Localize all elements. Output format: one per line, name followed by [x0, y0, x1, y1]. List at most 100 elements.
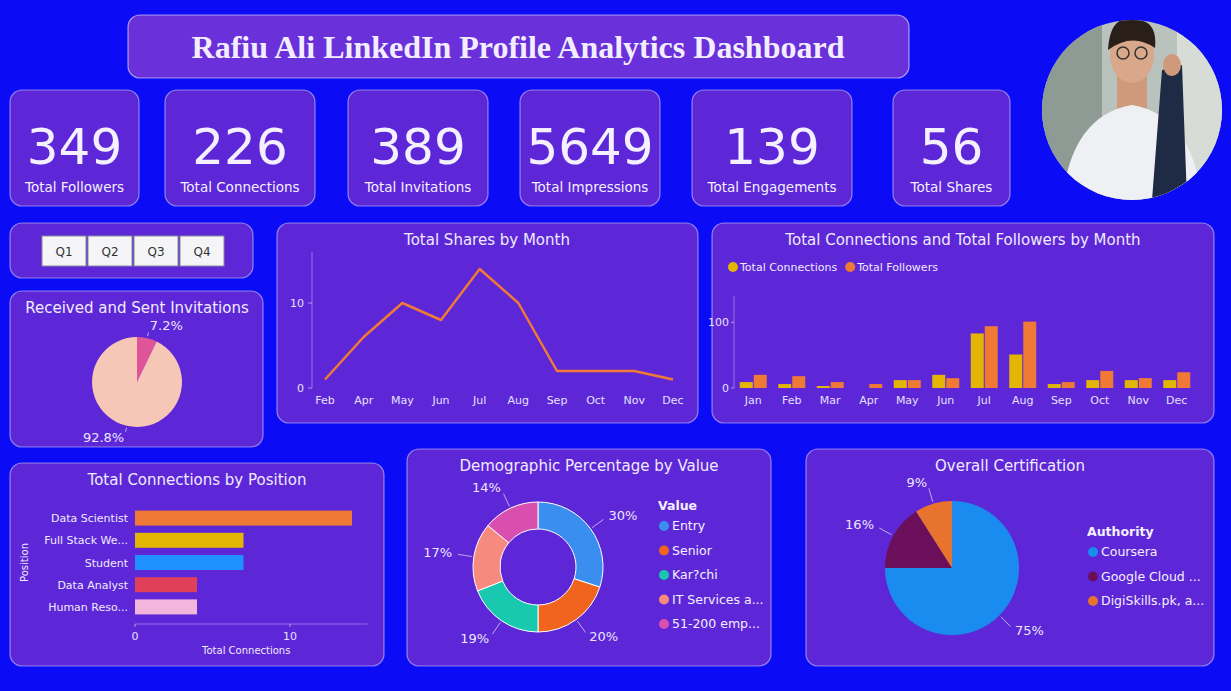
legend-swatch: [659, 619, 669, 629]
bar: [1163, 380, 1176, 388]
tick: [308, 388, 312, 389]
pie-group: [92, 337, 182, 427]
legend-title: Authority: [1087, 524, 1154, 539]
data-label: 19%: [460, 631, 489, 646]
background: [0, 0, 1231, 691]
photo-hair: [1108, 19, 1155, 50]
plot-area: [740, 322, 1191, 388]
slicer-button-bg[interactable]: [88, 236, 132, 266]
slice: [92, 337, 182, 427]
slicer-button[interactable]: Q1: [42, 236, 86, 266]
legend-swatch: [659, 570, 669, 580]
bar: [985, 326, 998, 388]
bar: [1086, 380, 1099, 388]
photo-glasses: [1117, 47, 1129, 59]
bar: [946, 378, 959, 388]
bar: [932, 375, 945, 388]
tick-label: Oct: [1090, 394, 1110, 407]
chart-title: Received and Sent Invitations: [25, 299, 249, 317]
bar: [135, 577, 197, 592]
kpi-card: [348, 90, 488, 206]
bar: [1139, 378, 1152, 388]
legend-label: Coursera: [1101, 544, 1157, 559]
line: [325, 269, 673, 380]
kpi-value: 56: [920, 118, 984, 176]
data-label: 16%: [845, 517, 874, 532]
tick: [135, 624, 136, 627]
tick: [731, 322, 734, 323]
slicer-button[interactable]: Q2: [88, 236, 132, 266]
kpi-card: [520, 90, 660, 206]
legend-label: Kar?chi: [672, 567, 718, 582]
legend-swatch: [845, 262, 855, 272]
bar: [1009, 354, 1022, 388]
tick-label: Dec: [1166, 394, 1187, 407]
slice: [916, 501, 952, 568]
photo-glasses: [1135, 47, 1147, 59]
tick-label: Data Scientist: [51, 512, 129, 525]
kpi-card: [692, 90, 852, 206]
leader-line: [1001, 617, 1011, 627]
slicer-label: Q1: [55, 245, 72, 259]
tick-label: May: [391, 394, 414, 407]
chart-panel: [407, 449, 771, 666]
leader-line: [592, 519, 603, 527]
chart-title: Total Shares by Month: [403, 231, 570, 249]
tick-label: May: [896, 394, 919, 407]
tick-label: Aug: [1012, 394, 1033, 407]
tick-label: Data Analyst: [57, 579, 128, 592]
slicer-button[interactable]: Q4: [180, 236, 224, 266]
slicer-button-bg[interactable]: [134, 236, 178, 266]
kpi-card: [165, 90, 315, 206]
leader-line: [577, 621, 585, 632]
tick-label: Aug: [508, 394, 529, 407]
kpi-label: Total Engagements: [707, 179, 837, 195]
legend-swatch: [659, 546, 669, 556]
tick-label: 0: [297, 382, 304, 395]
photo-hand: [1163, 54, 1181, 76]
profile-photo: [1042, 19, 1227, 200]
slice: [538, 579, 600, 632]
tick-label: Jul: [472, 394, 486, 407]
tick: [731, 388, 734, 389]
bar: [1177, 372, 1190, 388]
dashboard-title: Rafiu Ali LinkedIn Profile Analytics Das…: [192, 29, 845, 65]
slicer-button[interactable]: Q3: [134, 236, 178, 266]
tick: [290, 624, 291, 627]
chart-panel: [712, 223, 1214, 423]
tick-label: Apr: [859, 394, 879, 407]
bar: [1023, 322, 1036, 388]
bar: [894, 380, 907, 388]
chart-title: Overall Certification: [935, 457, 1085, 475]
slicer-button-bg[interactable]: [180, 236, 224, 266]
tick-label: Human Reso...: [48, 601, 128, 614]
tick-label: Sep: [547, 394, 568, 407]
kpi-label: Total Invitations: [364, 179, 472, 195]
slicer-label: Q4: [193, 245, 210, 259]
title-box: [128, 15, 909, 78]
data-label: 7.2%: [150, 318, 183, 333]
slicer-label: Q2: [101, 245, 118, 259]
kpi-value: 389: [370, 118, 465, 176]
chart-title: Demographic Percentage by Value: [459, 457, 718, 475]
bar: [855, 388, 868, 389]
data-label: 92.8%: [83, 430, 124, 445]
bar: [135, 599, 197, 614]
data-label: 75%: [1015, 623, 1044, 638]
data-label: 20%: [589, 629, 618, 644]
legend-swatch: [1088, 572, 1098, 582]
legend-label: Total Connections: [739, 261, 837, 274]
tick-label: Feb: [782, 394, 801, 407]
legend-label: Total Followers: [856, 261, 938, 274]
legend-swatch: [728, 262, 738, 272]
dashboard: Rafiu Ali LinkedIn Profile Analytics Das…: [0, 0, 1231, 691]
leader-line: [147, 332, 149, 336]
slicer-button-bg[interactable]: [42, 236, 86, 266]
chart-panel: [806, 449, 1214, 666]
kpi-value: 226: [192, 118, 287, 176]
tick-label: Full Stack We...: [44, 534, 128, 547]
plot-area: [325, 269, 673, 380]
kpi-value: 139: [724, 118, 819, 176]
chart-panel: [277, 223, 698, 423]
leader-line: [879, 528, 891, 535]
